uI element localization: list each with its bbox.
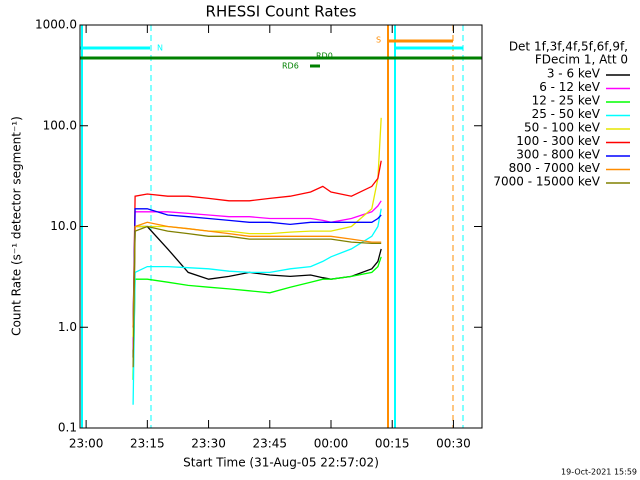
annotation: RD0: [316, 52, 333, 61]
x-tick-label: 23:15: [130, 437, 165, 451]
x-tick-label: 00:30: [436, 437, 471, 451]
legend-label: 12 - 25 keV: [532, 94, 601, 108]
x-axis-label: Start Time (31-Aug-05 22:57:02): [183, 456, 379, 470]
series-line: [132, 200, 382, 350]
y-tick-label: 1.0: [58, 320, 77, 334]
y-tick-label: 10.0: [50, 219, 77, 233]
series-line: [132, 208, 382, 328]
legend-label: 7000 - 15000 keV: [493, 175, 600, 189]
series-line: [132, 225, 382, 368]
legend-label: 50 - 100 keV: [524, 121, 601, 135]
y-tick-label: 1000.0: [35, 18, 77, 32]
annotation: RD6: [282, 62, 299, 71]
annotation: S: [376, 36, 381, 45]
x-tick-label: 00:00: [314, 437, 349, 451]
legend-label: 800 - 7000 keV: [509, 161, 601, 175]
x-tick-label: 23:45: [252, 437, 287, 451]
legend-label: 6 - 12 keV: [539, 80, 601, 94]
y-tick-label: 0.1: [58, 421, 77, 435]
legend-label: 25 - 50 keV: [532, 107, 601, 121]
legend-label: 300 - 800 keV: [516, 148, 600, 162]
y-tick-label: 100.0: [43, 118, 77, 132]
annotation: N: [157, 44, 163, 53]
series-line: [132, 256, 382, 380]
y-axis-label: Count Rate (s⁻¹ detector segment⁻¹): [10, 116, 24, 336]
x-tick-label: 00:15: [375, 437, 410, 451]
legend-title: Det 1f,3f,4f,5f,6f,9f,: [509, 40, 628, 54]
series-line: [132, 208, 382, 405]
series-line: [132, 160, 382, 328]
chart-title: RHESSI Count Rates: [206, 3, 357, 21]
legend-title: FDecim 1, Att 0: [535, 53, 628, 67]
series-line: [132, 221, 382, 328]
timestamp: 19-Oct-2021 15:59: [561, 468, 637, 477]
legend-label: 3 - 6 keV: [547, 67, 601, 81]
series-line: [132, 225, 382, 358]
x-tick-label: 23:00: [69, 437, 104, 451]
x-tick-label: 23:30: [191, 437, 226, 451]
series-line: [132, 117, 382, 338]
legend-label: 100 - 300 keV: [516, 134, 600, 148]
